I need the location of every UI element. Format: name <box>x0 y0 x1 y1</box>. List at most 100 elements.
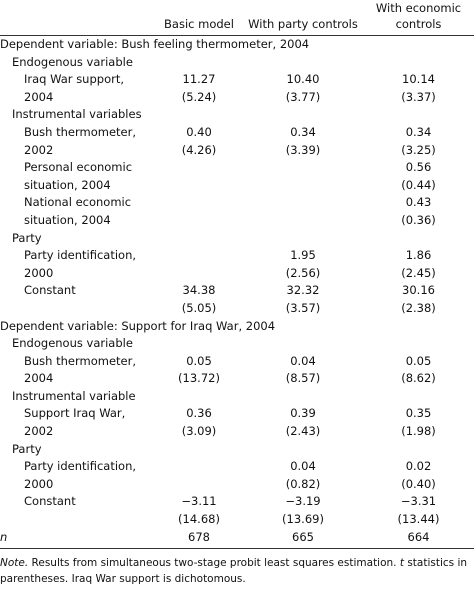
t-statistic: (13.44) <box>397 512 440 527</box>
section-row: Dependent variable: Support for Iraq War… <box>0 318 474 336</box>
t-statistic: (14.68) <box>178 512 220 527</box>
t-statistic: (13.72) <box>178 371 220 386</box>
t-statistic <box>243 177 363 195</box>
data-row: Party identification, 2000 1.95 1.86 <box>0 247 474 280</box>
t-statistic: (3.57) <box>285 300 321 315</box>
coefficient: 1.95 <box>290 248 316 263</box>
coefficient <box>155 247 243 265</box>
header-row: Basic model With party controls With econo… <box>0 0 474 36</box>
coefficient: 10.40 <box>286 72 320 87</box>
coefficient: 30.16 <box>402 283 435 298</box>
section-title: Dependent variable: Support for Iraq War… <box>0 318 276 333</box>
t-statistic: (3.09) <box>181 424 217 439</box>
t-statistic: (1.98) <box>401 424 436 439</box>
t-statistic <box>243 212 363 230</box>
coefficient: −3.31 <box>400 494 437 509</box>
row-label: Party identification, 2000 <box>24 248 137 280</box>
coefficient: 0.35 <box>405 406 432 421</box>
stat-row: (3.09) (2.43) (1.98) <box>0 423 474 441</box>
t-statistic: (8.62) <box>401 371 436 386</box>
stat-row: (0.82) (0.40) <box>0 476 474 494</box>
table-note: Note. Results from simultaneous two-stag… <box>0 549 470 587</box>
note-text: statistics in parentheses. Iraq War supp… <box>0 557 468 586</box>
group-row: Party <box>0 441 474 459</box>
row-label: Support Iraq War, 2002 <box>24 406 126 439</box>
table-body: Basic model With party controls With econo… <box>0 0 474 550</box>
section-title: Dependent variable: Bush feeling thermom… <box>0 37 310 51</box>
group-row: Instrumental variables <box>0 106 474 124</box>
row-label: Personal economic situation, 2004 <box>24 160 133 192</box>
coefficient <box>155 194 243 212</box>
group-title: Endogenous variable <box>12 54 133 69</box>
t-statistic: (5.24) <box>181 89 217 104</box>
stat-row: (0.36) <box>0 212 474 230</box>
data-row: Bush thermometer, 2004 0.05 0.04 0.05 <box>0 353 474 386</box>
group-title: Party <box>12 230 42 245</box>
row-label: Constant <box>24 494 76 509</box>
data-row: Party identification, 2000 0.04 0.02 <box>0 458 474 491</box>
group-title: Instrumental variable <box>12 388 136 403</box>
coefficient: 11.27 <box>182 72 216 87</box>
t-statistic: (8.57) <box>285 371 321 386</box>
coefficient: 34.38 <box>182 283 216 298</box>
group-title: Instrumental variables <box>12 107 142 122</box>
group-row: Instrumental variable <box>0 388 474 406</box>
coefficient <box>155 458 243 476</box>
group-row: Party <box>0 230 474 248</box>
stat-row: (4.26) (3.39) (3.25) <box>0 142 474 160</box>
coefficient: 1.86 <box>405 248 432 263</box>
coefficient: 0.34 <box>405 124 432 139</box>
row-label: Bush thermometer, 2004 <box>24 353 136 386</box>
header-blank <box>0 0 155 36</box>
n-row: n 678 665 664 <box>0 528 474 550</box>
t-statistic <box>155 265 243 283</box>
coefficient: −3.11 <box>181 494 217 509</box>
t-statistic: (3.77) <box>285 89 321 104</box>
data-row: Constant −3.11 −3.19 −3.31 <box>0 493 474 511</box>
t-statistic: (0.44) <box>401 177 436 192</box>
note-label: Note. <box>0 557 29 570</box>
t-statistic: (2.43) <box>285 424 321 439</box>
coefficient: 0.04 <box>290 459 316 474</box>
row-label: Constant <box>24 283 76 298</box>
coefficient: 0.43 <box>405 195 432 210</box>
stat-row: (14.68) (13.69) (13.44) <box>0 511 474 529</box>
stat-row: (13.72) (8.57) (8.62) <box>0 370 474 388</box>
coefficient: 0.05 <box>186 353 212 368</box>
t-statistic: (13.69) <box>282 512 324 527</box>
column-header: With economic controls <box>363 0 474 36</box>
results-table: Basic model With party controls With econo… <box>0 0 474 550</box>
t-statistic <box>155 177 243 195</box>
column-header: With party controls <box>243 0 363 36</box>
coefficient <box>155 159 243 177</box>
coefficient <box>243 194 363 212</box>
t-statistic: (2.56) <box>285 265 321 280</box>
row-label: Bush thermometer, 2002 <box>24 124 136 157</box>
coefficient: 0.05 <box>405 353 432 368</box>
note-t: t <box>399 557 404 570</box>
column-header: Basic model <box>155 0 243 36</box>
note-text: Results from simultaneous two-stage prob… <box>31 557 397 570</box>
coefficient: 32.32 <box>286 283 320 298</box>
data-row: Constant 34.38 32.32 30.16 <box>0 282 474 300</box>
data-row: National economic situation, 2004 0.43 <box>0 194 474 227</box>
t-statistic: (3.37) <box>401 89 436 104</box>
coefficient: 0.02 <box>405 459 432 474</box>
t-statistic: (5.05) <box>181 300 217 315</box>
n-value: 665 <box>243 528 363 550</box>
coefficient: 0.56 <box>405 160 432 175</box>
n-label: n <box>0 528 155 550</box>
t-statistic: (0.40) <box>401 476 436 491</box>
coefficient: 0.39 <box>290 406 316 421</box>
row-label: Iraq War support, 2004 <box>24 72 124 104</box>
data-row: Iraq War support, 2004 11.27 10.40 10.14 <box>0 71 474 104</box>
t-statistic <box>155 476 243 494</box>
stat-row: (5.05) (3.57) (2.38) <box>0 300 474 318</box>
stat-row: (5.24) (3.77) (3.37) <box>0 89 474 107</box>
t-statistic: (0.36) <box>401 212 436 227</box>
group-title: Endogenous variable <box>12 336 133 351</box>
t-statistic: (3.25) <box>401 142 436 157</box>
coefficient: 0.40 <box>186 124 212 139</box>
